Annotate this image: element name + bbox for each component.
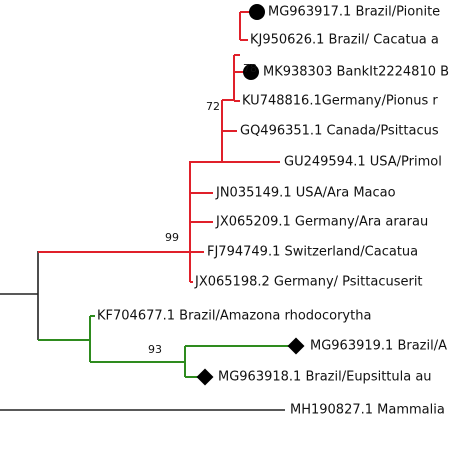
bootstrap-value: 93: [148, 343, 162, 356]
taxon-label: KJ950626.1 Brazil/ Cacatua a: [250, 33, 439, 48]
taxon-label: JX065209.1 Germany/Ara ararau: [215, 215, 428, 230]
taxon-label: JN035149.1 USA/Ara Macao: [215, 186, 396, 201]
taxon-label: MG963919.1 Brazil/A: [310, 339, 447, 354]
diamond-marker: [196, 368, 214, 386]
bootstrap-value: 78: [243, 62, 257, 75]
taxon-label: MH190827.1 Mammalia: [290, 403, 445, 418]
taxon-label: KU748816.1Germany/Pionus r: [242, 94, 438, 109]
taxon-label: FJ794749.1 Switzerland/Cacatua: [207, 245, 418, 260]
bootstrap-value: 99: [165, 231, 179, 244]
root-branches: [0, 251, 285, 411]
taxon-label: KF704677.1 Brazil/Amazona rhodocorytha: [97, 309, 371, 324]
taxon-label: JX065198.2 Germany/ Psittacuserit: [194, 275, 423, 290]
taxon-label: MG963918.1 Brazil/Eupsittula au: [218, 370, 432, 385]
circle-marker: [249, 4, 265, 20]
taxon-label: GQ496351.1 Canada/Psittacus: [240, 124, 439, 139]
taxon-label: GU249594.1 USA/Primol: [284, 155, 442, 170]
red-clade: [38, 11, 280, 283]
taxon-label: MG963917.1 Brazil/Pionite: [268, 5, 440, 20]
taxon-label: MK938303 BankIt2224810 B: [263, 65, 449, 80]
diamond-marker: [287, 337, 305, 355]
circle-marker: [243, 64, 259, 80]
green-clade: [38, 315, 290, 378]
bootstrap-value: 72: [206, 100, 220, 113]
